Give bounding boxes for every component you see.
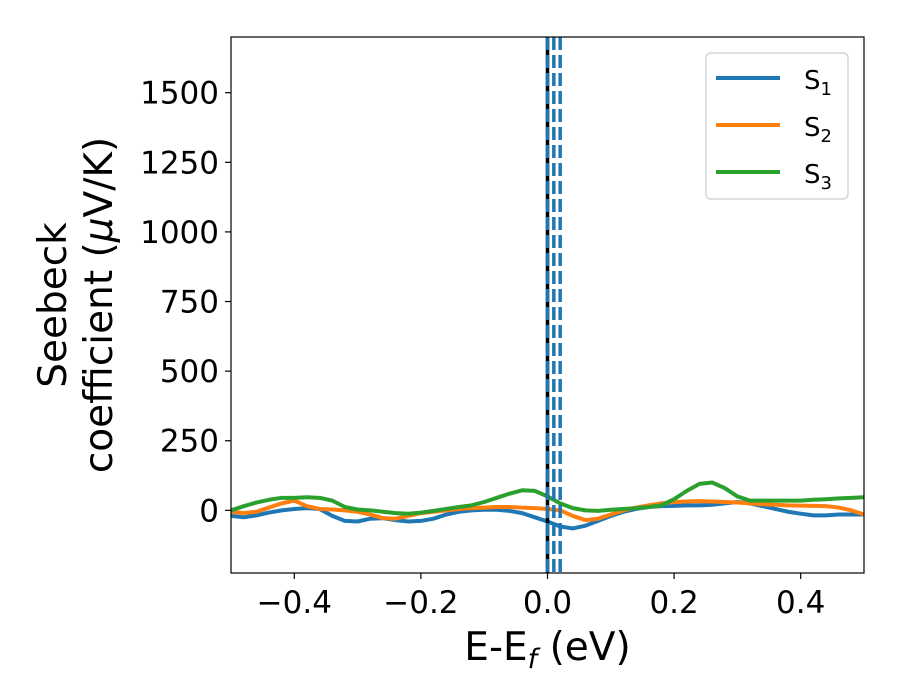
y-axis-label-mu: μ xyxy=(77,217,122,243)
y-axis-label-line1: Seebeck xyxy=(31,222,76,388)
legend-label-1: S1 xyxy=(804,66,832,100)
x-axis-label-main: E-E xyxy=(464,625,527,670)
x-axis-label: E-Ef (eV) xyxy=(464,625,630,675)
plot-layer xyxy=(231,37,864,573)
legend-label-main-2: S xyxy=(804,113,821,143)
legend-label-sub-1: 1 xyxy=(821,79,832,100)
legend-label-main-1: S xyxy=(804,66,821,96)
legend-label-2: S2 xyxy=(804,113,832,147)
y-axis-label-line2-post: V/K) xyxy=(77,137,122,218)
legend-label-sub-2: 2 xyxy=(821,126,832,147)
y-tick-label-3: 500 xyxy=(160,354,219,390)
y-tick-label-6: 1250 xyxy=(140,145,219,181)
y-axis-label-line2-pre: coefficient ( xyxy=(77,242,122,473)
x-axis-label-tail: (eV) xyxy=(537,625,631,670)
y-tick-label-5: 1000 xyxy=(140,215,219,251)
legend-label-3: S3 xyxy=(804,160,832,194)
y-tick-label-4: 750 xyxy=(160,285,219,321)
x-tick-label-3: 0.0 xyxy=(523,585,572,621)
x-tick-label-2: −0.2 xyxy=(383,585,458,621)
legend-label-sub-3: 3 xyxy=(821,173,832,194)
x-tick-label-1: −0.4 xyxy=(257,585,332,621)
y-tick-label-1: 0 xyxy=(199,493,219,529)
y-tick-label-2: 250 xyxy=(160,424,219,460)
y-tick-label-7: 1500 xyxy=(140,76,219,112)
x-tick-label-5: 0.4 xyxy=(776,585,825,621)
y-axis-label-line2: coefficient (μV/K) xyxy=(77,137,122,473)
x-tick-label-4: 0.2 xyxy=(649,585,698,621)
legend-label-main-3: S xyxy=(804,160,821,190)
axes-layer: −0.4 −0.2 0.0 0.2 0.4 0 250 500 750 1000 1250 1500 E… xyxy=(31,36,865,675)
